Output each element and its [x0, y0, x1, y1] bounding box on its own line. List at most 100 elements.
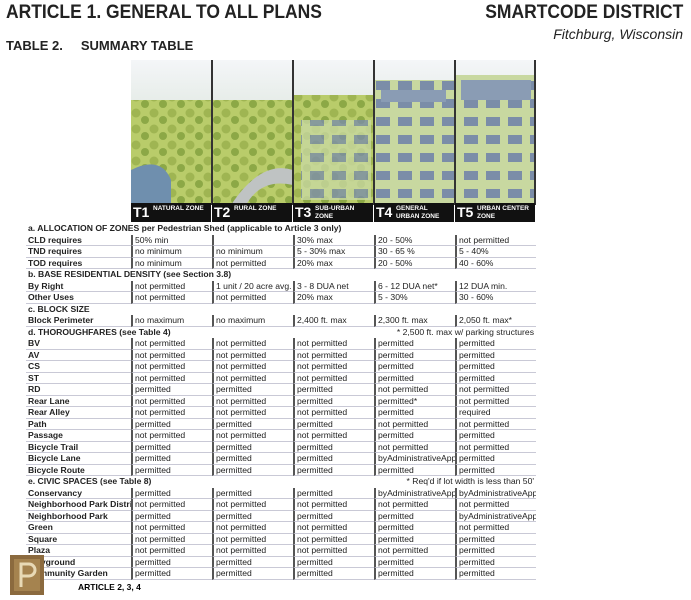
district: SMARTCODE DISTRICT [484, 2, 683, 23]
cell-value: not permitted [455, 395, 536, 407]
zone-code: T1 [133, 204, 150, 220]
cell-value: not permitted [212, 522, 293, 534]
cell-value: not permitted [293, 372, 374, 384]
cell-value: not permitted [374, 384, 455, 396]
cell-value: permitted [455, 338, 536, 350]
cell-value: not permitted [212, 407, 293, 419]
cell-value: 50% min [131, 234, 212, 246]
cell-value: not permitted [131, 545, 212, 557]
row-label: RD [26, 384, 131, 396]
row-label: Path [26, 419, 131, 430]
cell-value: permitted [455, 349, 536, 361]
cell-value: permitted [455, 453, 536, 465]
cell-value: 2,050 ft. max* [455, 315, 536, 327]
location: Fitchburg, Wisconsin [553, 26, 683, 42]
cell-value: 6 - 12 DUA net* [374, 280, 455, 292]
cell-value: permitted [131, 441, 212, 453]
cell-value: permitted [212, 556, 293, 568]
cell-value: permitted [374, 407, 455, 419]
cell-value: permitted [374, 556, 455, 568]
cell-value: permitted [131, 568, 212, 580]
cell-value: permitted* [374, 395, 455, 407]
cell-value: not permitted [455, 441, 536, 453]
cell-value: permitted [293, 453, 374, 465]
cell-value: no minimum [131, 257, 212, 269]
cell-value: permitted [455, 464, 536, 476]
row-label: AV [26, 350, 131, 361]
cell-value: 20 - 50% [374, 257, 455, 269]
row-label: By Right [26, 281, 131, 292]
zone-label: T3 SUB-URBAN ZONE [293, 203, 373, 222]
cell-value: permitted [212, 568, 293, 580]
cell-value: 30% max [293, 234, 374, 246]
table-title: TABLE 2. SUMMARY TABLE [6, 38, 194, 53]
row-label: Neighborhood Park District [26, 499, 131, 511]
zone-label: T1 NATURAL ZONE [131, 203, 211, 222]
zone-name: SUB-URBAN ZONE [315, 205, 355, 220]
row-label: Square [26, 534, 131, 545]
cell-value [212, 234, 293, 246]
row-label: Conservancy [26, 488, 131, 499]
cell-value: permitted [374, 533, 455, 545]
cell-value: not permitted [455, 522, 536, 534]
cell-value: not permitted [131, 522, 212, 534]
cell-value: permitted [131, 384, 212, 396]
cell-value: permitted [293, 418, 374, 430]
footer: ARTICLE 2, 3, 4 [78, 582, 141, 592]
cell-value: permitted [131, 418, 212, 430]
cell-value: not permitted [212, 349, 293, 361]
row-label: CS [26, 361, 131, 373]
cell-value: not permitted [212, 372, 293, 384]
row-label: Other Uses [26, 292, 131, 304]
cell-value: not permitted [293, 522, 374, 534]
cell-value: permitted [293, 395, 374, 407]
cell-value: permitted [374, 568, 455, 580]
cell-value: not permitted [293, 338, 374, 350]
cell-value: not permitted [374, 499, 455, 511]
zone-name: NATURAL ZONE [153, 205, 204, 212]
cell-value: permitted [131, 487, 212, 499]
cell-value: not permitted [293, 545, 374, 557]
cell-value: permitted [374, 361, 455, 373]
cell-value: not permitted [131, 430, 212, 442]
zone-code: T4 [376, 204, 393, 220]
cell-value: permitted [293, 568, 374, 580]
cell-value: not permitted [131, 292, 212, 304]
cell-value: 30 - 65 % [374, 246, 455, 258]
cell-value: no minimum [212, 246, 293, 258]
cell-value: not permitted [212, 395, 293, 407]
cell-value: permitted [374, 372, 455, 384]
row-label: Rear Lane [26, 396, 131, 407]
section-title: b. BASE RESIDENTIAL DENSITY (see Section… [28, 269, 232, 279]
cell-value: not permitted [455, 499, 536, 511]
cell-value: permitted [374, 464, 455, 476]
cell-value: permitted [212, 464, 293, 476]
cell-value: 5 - 30% [374, 292, 455, 304]
cell-value: permitted [293, 464, 374, 476]
cell-value: permitted [455, 430, 536, 442]
row-label: CLD requires [26, 235, 131, 246]
cell-value: permitted [374, 349, 455, 361]
cell-value: permitted [131, 556, 212, 568]
cell-value: permitted [131, 464, 212, 476]
section-title: e. CIVIC SPACES (see Table 8) [28, 476, 152, 486]
cell-value: not permitted [212, 361, 293, 373]
cell-value: not permitted [212, 545, 293, 557]
cell-value: not permitted [293, 533, 374, 545]
row-label: Bicycle Route [26, 465, 131, 476]
cell-value: 3 - 8 DUA net [293, 280, 374, 292]
cell-value: required [455, 407, 536, 419]
zone-label: T5 URBAN CENTER ZONE [455, 203, 535, 222]
cell-value: not permitted [212, 292, 293, 304]
cell-value: not permitted [131, 407, 212, 419]
logo [10, 555, 44, 595]
cell-value: not permitted [131, 338, 212, 350]
zone-label: T4 GENERAL URBAN ZONE [374, 203, 454, 222]
cell-value: permitted [293, 384, 374, 396]
row-label: Plaza [26, 545, 131, 557]
cell-value: permitted [455, 372, 536, 384]
row-label: Playground [26, 557, 131, 568]
row-label: TOD requires [26, 258, 131, 269]
cell-value: not permitted [131, 372, 212, 384]
cell-value: byAdministrativeApproval [455, 510, 536, 522]
